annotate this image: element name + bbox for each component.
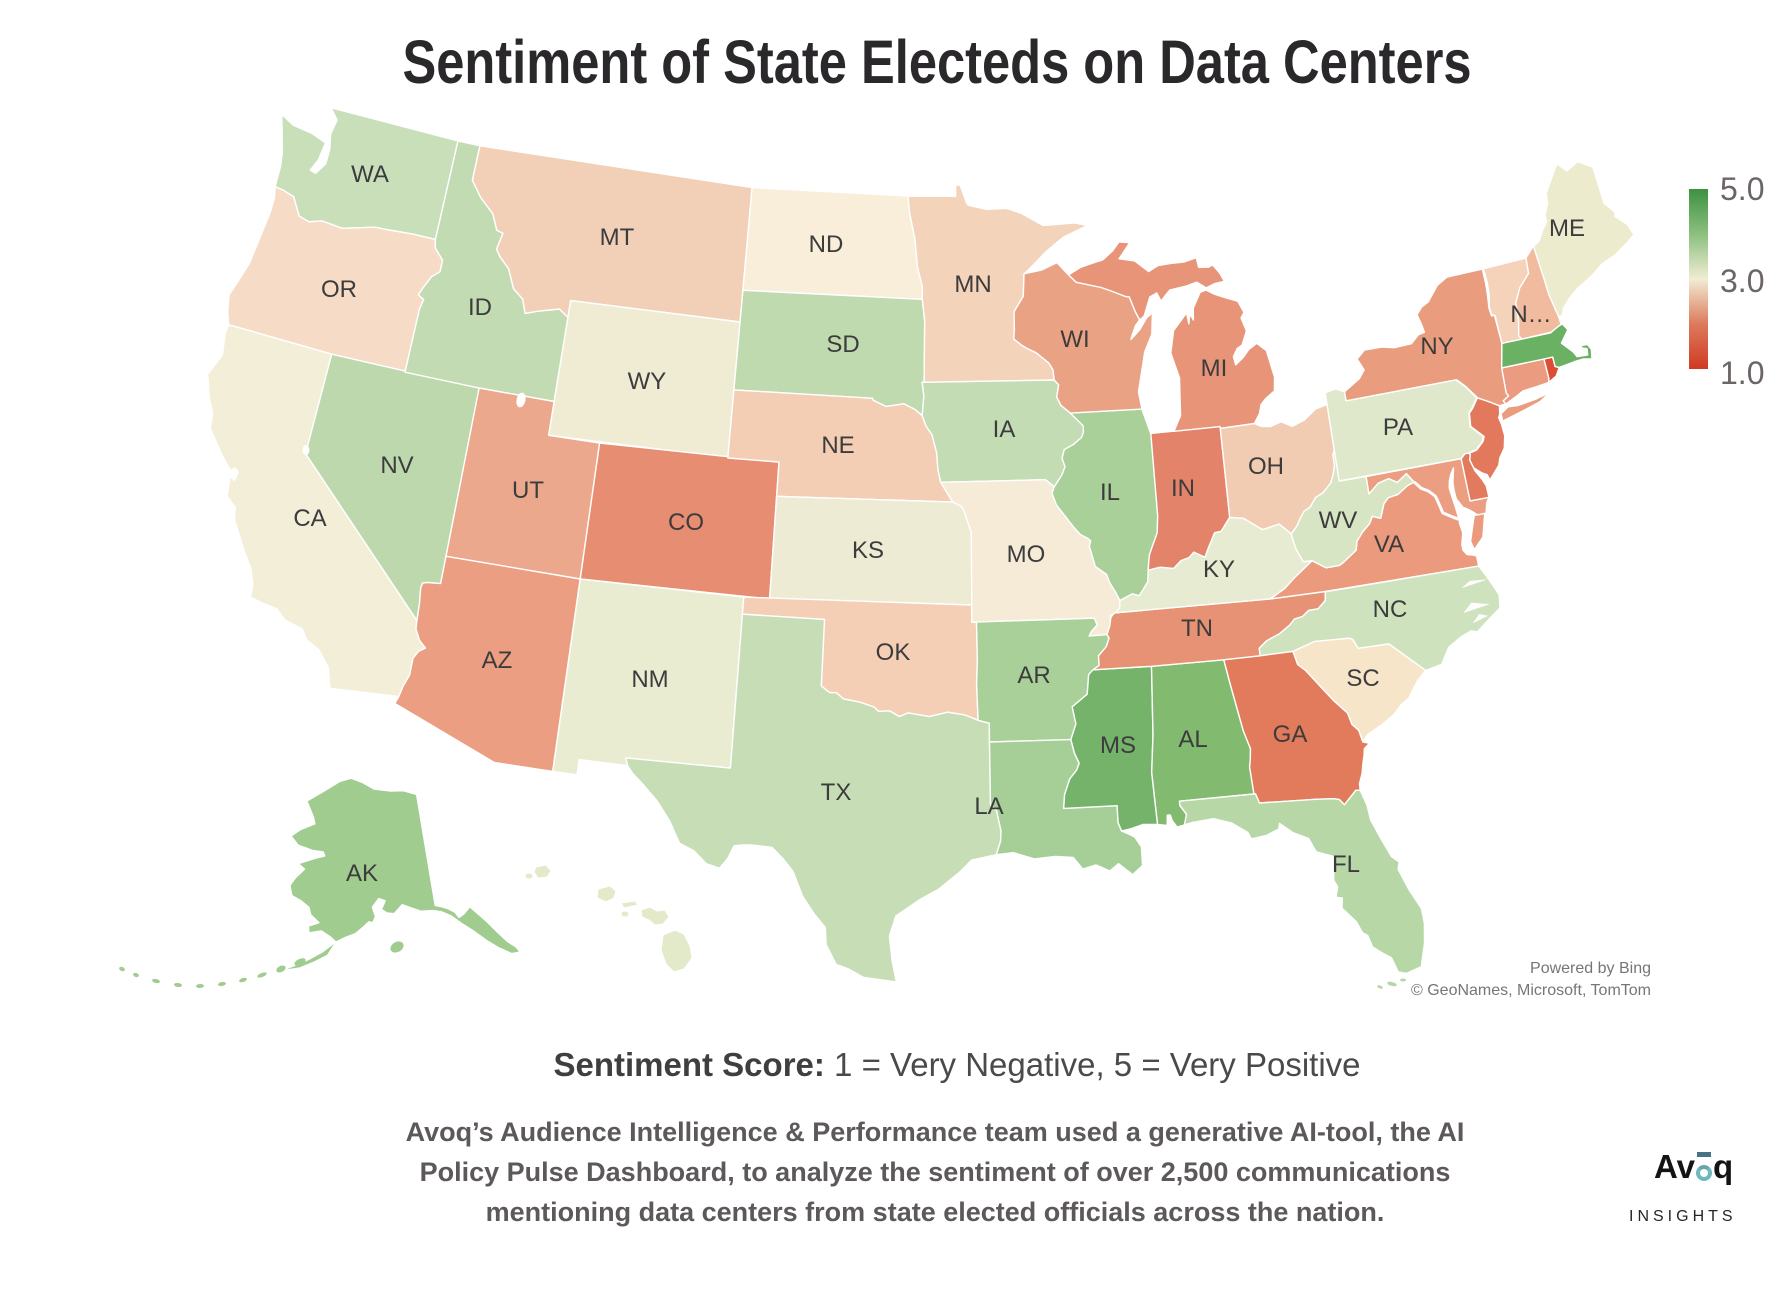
svg-text:MN: MN — [954, 271, 991, 298]
svg-text:5.0: 5.0 — [1720, 171, 1764, 207]
svg-text:NM: NM — [631, 666, 668, 693]
svg-text:GA: GA — [1273, 721, 1308, 748]
svg-text:FL: FL — [1332, 851, 1360, 878]
svg-text:UT: UT — [512, 477, 544, 504]
svg-text:PA: PA — [1383, 414, 1413, 441]
svg-text:TX: TX — [821, 779, 852, 806]
svg-text:1.0: 1.0 — [1720, 355, 1764, 391]
svg-text:IA: IA — [993, 416, 1016, 443]
svg-text:AL: AL — [1178, 726, 1207, 753]
svg-text:MI: MI — [1201, 355, 1228, 382]
svg-text:VA: VA — [1374, 531, 1404, 558]
svg-text:OR: OR — [321, 276, 357, 303]
svg-text:NC: NC — [1373, 596, 1408, 623]
svg-text:TN: TN — [1181, 615, 1213, 642]
svg-text:OK: OK — [876, 639, 911, 666]
svg-text:MO: MO — [1007, 541, 1046, 568]
svg-text:3.0: 3.0 — [1720, 263, 1764, 299]
svg-text:IN: IN — [1171, 475, 1195, 502]
svg-text:AZ: AZ — [482, 647, 513, 674]
svg-text:AR: AR — [1017, 662, 1050, 689]
svg-text:KY: KY — [1203, 556, 1235, 583]
svg-text:WI: WI — [1060, 326, 1089, 353]
svg-text:IL: IL — [1100, 479, 1120, 506]
svg-text:LA: LA — [974, 793, 1003, 820]
svg-text:CA: CA — [293, 505, 326, 532]
svg-text:MS: MS — [1100, 732, 1136, 759]
svg-text:KS: KS — [852, 537, 884, 564]
svg-text:WY: WY — [628, 368, 667, 395]
svg-text:WA: WA — [351, 161, 389, 188]
svg-text:WV: WV — [1319, 507, 1358, 534]
svg-text:ID: ID — [468, 294, 492, 321]
svg-text:MT: MT — [600, 224, 635, 251]
svg-text:ME: ME — [1549, 215, 1585, 242]
svg-text:OH: OH — [1248, 453, 1284, 480]
svg-text:SD: SD — [826, 331, 859, 358]
svg-text:NV: NV — [380, 452, 413, 479]
svg-text:CO: CO — [668, 509, 704, 536]
svg-text:AK: AK — [346, 860, 378, 887]
svg-text:NY: NY — [1420, 333, 1453, 360]
svg-text:ND: ND — [809, 231, 844, 258]
svg-text:N…: N… — [1510, 301, 1551, 328]
svg-text:Powered by Bing: Powered by Bing — [1530, 960, 1651, 977]
svg-text:© GeoNames, Microsoft, TomTom: © GeoNames, Microsoft, TomTom — [1411, 982, 1651, 999]
svg-text:NE: NE — [821, 432, 854, 459]
svg-text:SC: SC — [1346, 665, 1379, 692]
